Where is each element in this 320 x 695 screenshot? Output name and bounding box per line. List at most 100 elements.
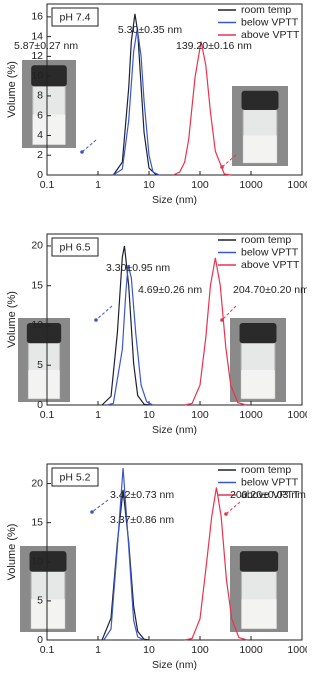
peak-annotation: 5.87±0.27 nm	[14, 40, 78, 52]
arrow-head	[224, 512, 228, 516]
arrow	[81, 139, 97, 153]
vial-cap	[26, 323, 62, 344]
legend-label: above VPTT	[241, 489, 300, 501]
panel-label-box	[51, 7, 99, 27]
peak-annotation: 3.42±0.73 nm	[110, 489, 174, 501]
legend-label: below VPTT	[241, 246, 299, 258]
chart: 0.11101001000100000246810121416Size (nm)…	[6, 3, 307, 671]
peak-annotation: 3.37±0.86 nm	[110, 514, 174, 526]
arrow	[91, 499, 109, 513]
vial-liquid	[32, 114, 66, 145]
y-tick-label: 0	[37, 634, 43, 646]
x-axis-label: Size (nm)	[152, 194, 197, 206]
series-line	[103, 467, 145, 641]
y-tick-label: 12	[31, 50, 43, 62]
arrow-head	[94, 318, 98, 322]
arrow	[221, 305, 237, 321]
y-tick-label: 16	[31, 11, 43, 23]
x-tick-label: 1000	[239, 644, 263, 656]
legend-label: below VPTT	[241, 476, 299, 488]
y-tick-label: 10	[31, 319, 43, 331]
arrow	[95, 305, 113, 321]
peak-annotation: 5.30±0.35 nm	[118, 24, 182, 36]
legend-label: above VPTT	[241, 29, 300, 41]
vial-liquid	[31, 599, 65, 629]
arrow-head	[90, 510, 94, 514]
series-line	[106, 264, 154, 406]
arrow	[221, 154, 237, 168]
y-axis-label: Volume (%)	[6, 291, 18, 348]
vial-liquid	[243, 135, 277, 163]
series-line	[112, 13, 157, 176]
peak-annotation: 204.70±0.20 nm	[233, 284, 307, 296]
x-tick-label: 1	[95, 644, 101, 656]
plot-frame	[46, 233, 303, 406]
series-line	[184, 487, 248, 641]
x-tick-label: 0.1	[40, 409, 55, 421]
y-tick-label: 0	[37, 169, 43, 181]
vial-cap	[239, 551, 279, 572]
y-axis-label: Volume (%)	[6, 524, 18, 581]
x-tick-label: 1	[95, 179, 101, 191]
peak-annotation: 139.20±0.16 nm	[176, 40, 252, 52]
x-tick-label: 1000	[239, 409, 263, 421]
y-tick-label: 6	[37, 109, 43, 121]
x-axis-label: Size (nm)	[152, 659, 197, 671]
y-tick-label: 10	[31, 70, 43, 82]
peak-annotation: 200.20±0.03 nm	[230, 489, 306, 501]
x-tick-label: 0.1	[40, 644, 55, 656]
x-tick-label: 10	[143, 409, 155, 421]
series-line	[113, 28, 160, 176]
vial-liquid	[241, 370, 275, 399]
series-line	[101, 245, 150, 406]
vial-liquid	[28, 370, 60, 399]
vial-cap	[239, 323, 277, 344]
series-line	[173, 41, 231, 176]
y-tick-label: 20	[31, 240, 43, 252]
series-line	[184, 257, 247, 406]
panel-label: pH 7.4	[60, 11, 91, 23]
plot-frame	[46, 463, 303, 641]
x-tick-label: 10000	[287, 179, 307, 191]
x-tick-label: 1	[95, 409, 101, 421]
panel-label: pH 5.2	[60, 471, 91, 483]
x-tick-label: 10000	[287, 409, 307, 421]
arrow	[225, 501, 241, 515]
y-tick-label: 2	[37, 149, 43, 161]
y-tick-label: 15	[31, 516, 43, 528]
y-tick-label: 15	[31, 279, 43, 291]
y-axis-label: Volume (%)	[6, 61, 18, 118]
y-tick-label: 0	[37, 399, 43, 411]
panel-label-box	[51, 237, 99, 257]
x-tick-label: 100	[191, 179, 209, 191]
y-tick-label: 5	[37, 359, 43, 371]
vial-liquid	[241, 599, 277, 629]
panel-label: pH 6.5	[60, 241, 91, 253]
legend-label: room temp	[241, 234, 291, 246]
y-tick-label: 20	[31, 477, 43, 489]
x-tick-label: 10	[143, 179, 155, 191]
x-tick-label: 1000	[239, 179, 263, 191]
peak-annotation: 3.30±0.95 nm	[106, 262, 170, 274]
x-tick-label: 0.1	[40, 179, 55, 191]
y-tick-label: 4	[37, 129, 43, 141]
x-tick-label: 100	[191, 409, 209, 421]
x-tick-label: 10	[143, 644, 155, 656]
series-line	[101, 489, 150, 641]
vial-cap	[241, 90, 279, 110]
arrow-head	[80, 150, 84, 154]
x-axis-label: Size (nm)	[152, 424, 197, 436]
legend-label: above VPTT	[241, 259, 300, 271]
y-tick-label: 10	[31, 556, 43, 568]
x-tick-label: 10000	[287, 644, 307, 656]
y-tick-label: 5	[37, 595, 43, 607]
y-tick-label: 8	[37, 90, 43, 102]
legend-label: room temp	[241, 464, 291, 476]
x-tick-label: 100	[191, 644, 209, 656]
legend-label: room temp	[241, 4, 291, 16]
page: {"chart_data":[ {"type":"line","label":"…	[5, 3, 307, 671]
legend-label: below VPTT	[241, 16, 299, 28]
peak-annotation: 4.69±0.26 nm	[138, 284, 202, 296]
panel-label-box	[51, 467, 99, 487]
y-tick-label: 14	[31, 30, 43, 42]
